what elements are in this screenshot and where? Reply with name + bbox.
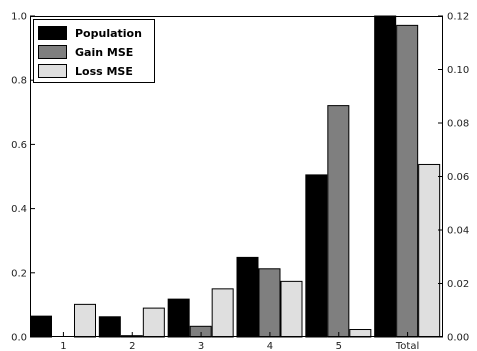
bar-population-2 (98, 316, 121, 338)
bar-loss-mse-3 (211, 288, 234, 338)
left-y-tick-label: 0.4 (11, 204, 27, 215)
axes-layer: 0.0 0.2 0.4 0.6 0.8 1.0 0.00 0.02 0.04 0.06 0.08 0.… (11, 12, 469, 351)
bar-population-1 (30, 315, 52, 338)
legend-swatch-loss-mse (38, 64, 67, 78)
right-y-tick-label: 0.02 (447, 279, 469, 290)
bar-population-5 (305, 174, 328, 338)
x-tick-label: 3 (198, 341, 204, 351)
right-y-tick-label: 0.08 (447, 119, 469, 130)
bar-loss-mse-total (418, 163, 441, 338)
bar-gain-mse-total (396, 24, 419, 338)
right-y-tick-label: 0.12 (447, 12, 469, 23)
right-y-tick-label: 0.06 (447, 172, 469, 183)
x-tick-label: 2 (129, 341, 135, 351)
x-tick-label: 4 (267, 341, 273, 351)
legend-label-gain-mse: Gain MSE (75, 46, 133, 59)
left-y-tick-label: 0.6 (11, 140, 27, 151)
legend-swatch-gain-mse (38, 45, 67, 59)
right-y-tick-label: 0.04 (447, 226, 469, 237)
bar-population-3 (167, 298, 190, 338)
legend: Population Gain MSE Loss MSE (33, 19, 155, 83)
right-y-tick-label: 0.10 (447, 65, 469, 76)
legend-label-loss-mse: Loss MSE (75, 65, 133, 78)
bar-gain-mse-4 (258, 268, 281, 338)
right-y-tick-label: 0.00 (447, 333, 469, 344)
bar-loss-mse-5 (349, 329, 372, 338)
bar-population-4 (236, 256, 259, 338)
left-y-tick-label: 0.2 (11, 268, 27, 279)
left-y-tick-label: 0.8 (11, 76, 27, 87)
bar-loss-mse-4 (280, 280, 303, 338)
bar-loss-mse-2 (142, 307, 165, 338)
left-y-tick-label: 1.0 (11, 12, 27, 23)
legend-swatch-population (38, 26, 67, 40)
x-tick-label: 5 (336, 341, 342, 351)
left-y-tick-label: 0.0 (11, 333, 27, 344)
x-tick-label: Total (395, 341, 419, 351)
bar-population-total (374, 15, 397, 338)
bar-loss-mse-1 (74, 303, 96, 338)
bars-layer (30, 15, 441, 338)
x-tick-label: 1 (60, 341, 66, 351)
legend-label-population: Population (75, 27, 142, 40)
bar-gain-mse-5 (327, 105, 350, 338)
